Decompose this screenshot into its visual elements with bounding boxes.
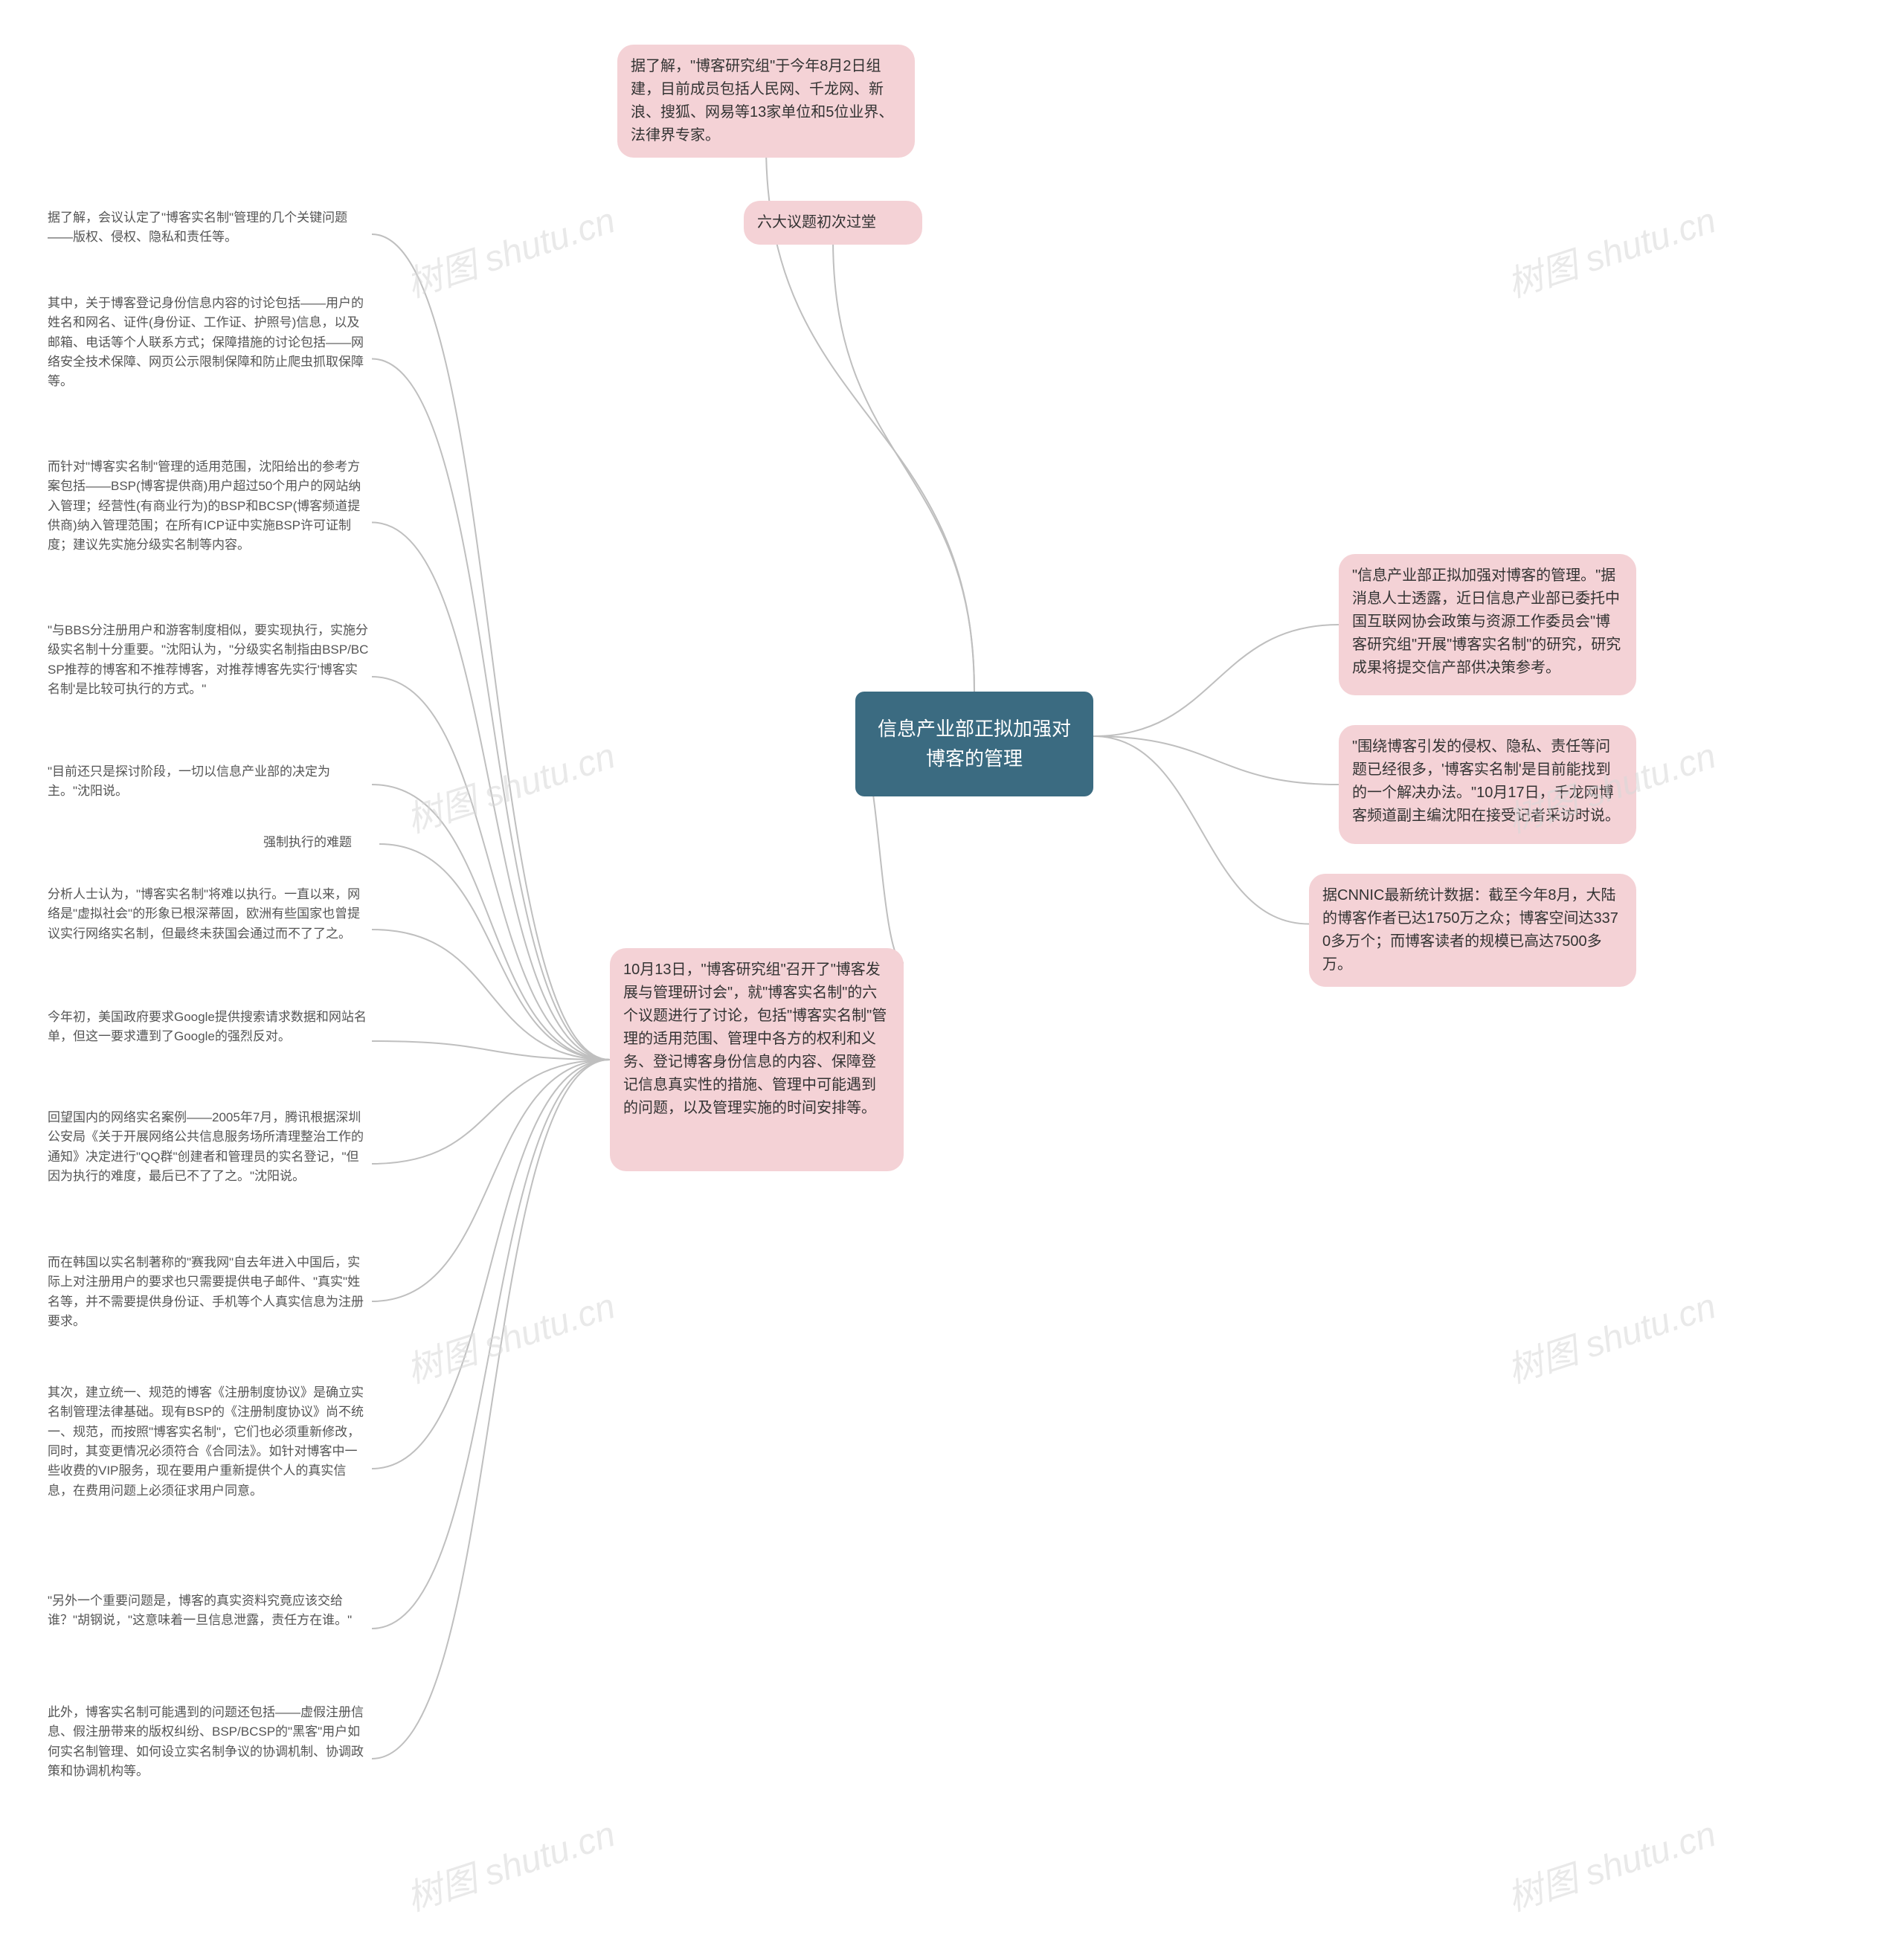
connector — [1093, 625, 1339, 736]
connector — [372, 1060, 610, 1164]
right-node-2: "围绕博客引发的侵权、隐私、责任等问题已经很多，'博客实名制'是目前能找到的一个… — [1339, 725, 1636, 844]
connector — [372, 1060, 610, 1629]
leaf-12: "另外一个重要问题是，博客的真实资料究竟应该交给谁？"胡钢说，"这意味着一旦信息… — [45, 1591, 372, 1666]
connector — [1093, 736, 1339, 785]
left-main-node: 10月13日，"博客研究组"召开了"博客发展与管理研讨会"，就"博客实名制"的六… — [610, 948, 904, 1171]
connector — [372, 523, 610, 1060]
leaf-8: 今年初，美国政府要求Google提供搜索请求数据和网站名单，但这一要求遭到了Go… — [45, 1008, 372, 1075]
leaf-1: 据了解，会议认定了"博客实名制"管理的几个关键问题——版权、侵权、隐私和责任等。 — [45, 208, 372, 260]
right-node-3: 据CNNIC最新统计数据：截至今年8月，大陆的博客作者已达1750万之众；博客空… — [1309, 874, 1636, 987]
center-node: 信息产业部正拟加强对博客的管理 — [855, 692, 1093, 796]
connector — [372, 785, 610, 1060]
leaf-2: 其中，关于博客登记身份信息内容的讨论包括——用户的姓名和网名、证件(身份证、工作… — [45, 294, 372, 424]
leaf-9: 回望国内的网络实名案例——2005年7月，腾讯根据深圳公安局《关于开展网络公共信… — [45, 1108, 372, 1220]
connector — [1093, 736, 1309, 924]
connector — [372, 677, 610, 1060]
connector — [379, 844, 610, 1060]
connector — [372, 359, 610, 1060]
connector — [372, 234, 610, 1060]
leaf-3: 而针对"博客实名制"管理的适用范围，沈阳给出的参考方案包括——BSP(博客提供商… — [45, 457, 372, 587]
leaf-10: 而在韩国以实名制著称的"赛我网"自去年进入中国后，实际上对注册用户的要求也只需要… — [45, 1253, 372, 1350]
connector — [833, 239, 974, 692]
leaf-7: 分析人士认为，"博客实名制"将难以执行。一直以来，网络是"虚拟社会"的形象已根深… — [45, 885, 372, 974]
right-node-1: "信息产业部正拟加强对博客的管理。"据消息人士透露，近日信息产业部已委托中国互联… — [1339, 554, 1636, 695]
leaf-6: 强制执行的难题 — [260, 833, 379, 855]
connector — [372, 1060, 610, 1759]
top-node-2: 六大议题初次过堂 — [744, 201, 922, 245]
leaf-11: 其次，建立统一、规范的博客《注册制度协议》是确立实名制管理法律基础。现有BSP的… — [45, 1383, 372, 1554]
leaf-4: "与BBS分注册用户和游客制度相似，要实现执行，实施分级实名制十分重要。"沈阳认… — [45, 621, 372, 732]
leaf-5: "目前还只是探讨阶段，一切以信息产业部的决定为主。"沈阳说。 — [45, 762, 372, 807]
top-node-1: 据了解，"博客研究组"于今年8月2日组建，目前成员包括人民网、千龙网、新浪、搜狐… — [617, 45, 915, 158]
leaf-13: 此外，博客实名制可能遇到的问题还包括——虚假注册信息、假注册带来的版权纠纷、BS… — [45, 1703, 372, 1814]
